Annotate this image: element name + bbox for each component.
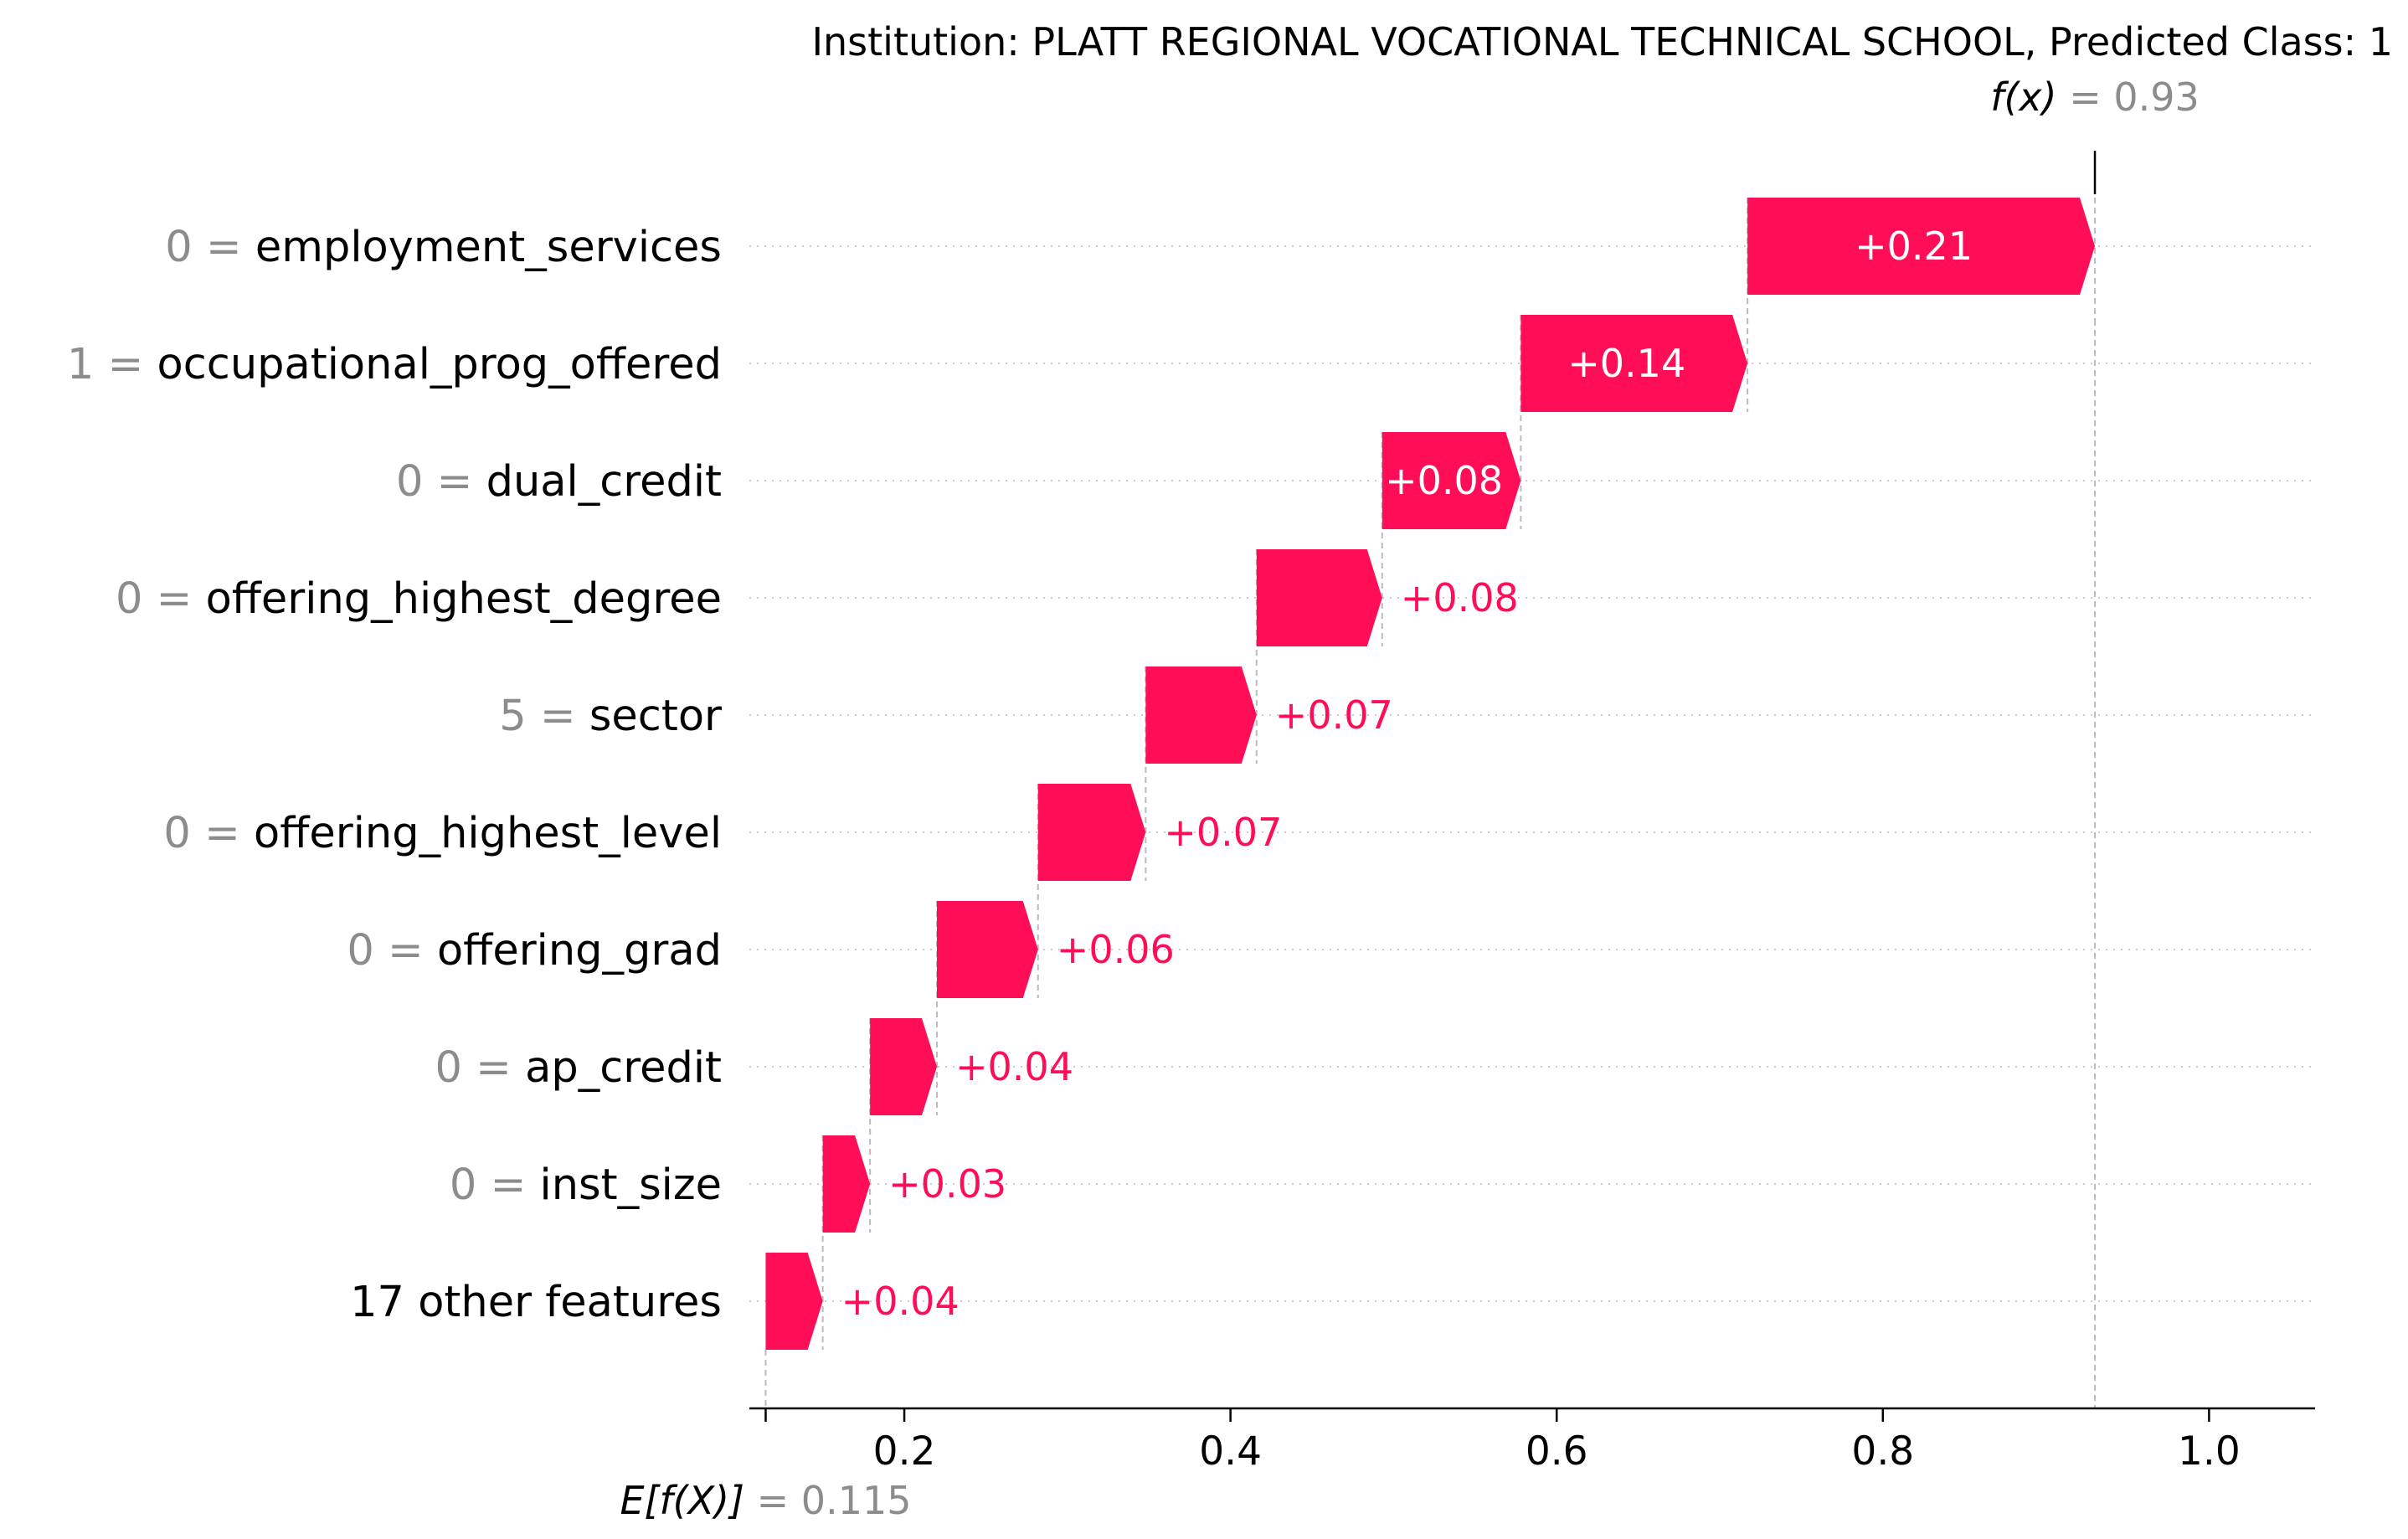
- x-axis: 0.2 0.4 0.6 0.8 1.0: [749, 1407, 2315, 1475]
- contribution-bar: [1037, 784, 1146, 881]
- contribution-bar: [765, 1253, 823, 1350]
- feature-value: 0 =: [450, 1161, 526, 1210]
- feature-label: 17 other features: [350, 1278, 722, 1327]
- feature-label: 0 = ap_credit: [435, 1043, 722, 1093]
- feature-label: 0 = offering_grad: [347, 926, 722, 975]
- bar-value-label: +0.14: [1567, 341, 1685, 386]
- feature-name: employment_services: [242, 223, 722, 272]
- x-tick-label: 1.0: [2178, 1428, 2241, 1475]
- feature-label: 0 = inst_size: [450, 1161, 722, 1210]
- contribution-bars: +0.21 +0.14 +0.08 +0.08 +0.07 +0.07 +0.06 +0.04…: [765, 198, 2096, 1350]
- contribution-bar: [870, 1018, 938, 1115]
- feature-name: offering_highest_degree: [192, 574, 722, 624]
- feature-label: 0 = offering_highest_degree: [116, 574, 722, 624]
- chart-title: Institution: PLATT REGIONAL VOCATIONAL T…: [811, 19, 2393, 64]
- feature-label: 5 = sector: [499, 692, 722, 741]
- contribution-bar: [822, 1135, 871, 1233]
- bar-value-label: +0.03: [888, 1161, 1006, 1207]
- feature-label: 0 = employment_services: [165, 223, 722, 272]
- contribution-bar: [1145, 667, 1257, 764]
- feature-value: 0 =: [435, 1043, 511, 1093]
- x-tick-label: 0.4: [1199, 1428, 1262, 1475]
- feature-value: 0 =: [347, 926, 423, 975]
- feature-name: dual_credit: [472, 457, 722, 507]
- bar-value-label: +0.07: [1275, 692, 1393, 738]
- bar-value-label: +0.08: [1385, 458, 1503, 503]
- feature-name: 17 other features: [350, 1278, 722, 1327]
- feature-value: 0 =: [165, 223, 241, 272]
- feature-name: offering_grad: [424, 926, 722, 975]
- connector-lines: [764, 151, 2097, 1408]
- feature-value: 0 =: [396, 457, 472, 507]
- contribution-bar: [1520, 315, 1748, 412]
- base-value-label: E[f(X)]: [620, 1478, 744, 1523]
- feature-name: ap_credit: [512, 1043, 722, 1093]
- feature-value: 1 =: [67, 340, 143, 389]
- feature-name: offering_highest_level: [240, 809, 722, 858]
- base-value-annotation: E[f(X)] = 0.115: [620, 1478, 911, 1523]
- output-value-label: f(x): [1990, 75, 2056, 120]
- bar-value-label: +0.21: [1855, 224, 1973, 269]
- feature-label: 0 = dual_credit: [396, 457, 722, 507]
- output-value-annotation: f(x) = 0.93: [1990, 75, 2200, 120]
- bar-value-label: +0.07: [1164, 810, 1282, 855]
- x-tick-label: 0.6: [1526, 1428, 1588, 1475]
- x-tick-label: 0.8: [1851, 1428, 1914, 1475]
- contribution-bar: [937, 901, 1038, 998]
- contribution-bar: [1256, 549, 1382, 646]
- feature-label: 1 = occupational_prog_offered: [67, 340, 722, 389]
- bar-value-label: +0.06: [1057, 927, 1175, 972]
- x-tick-label: 0.2: [873, 1428, 936, 1475]
- feature-value: 5 =: [499, 692, 575, 741]
- feature-labels: 0 = employment_services 1 = occupational_…: [67, 223, 722, 1327]
- feature-value: 0 =: [116, 574, 192, 624]
- bar-value-label: +0.08: [1401, 575, 1519, 620]
- feature-label: 0 = offering_highest_level: [163, 809, 722, 858]
- output-value-text: = 0.93: [2057, 75, 2200, 120]
- feature-value: 0 =: [163, 809, 239, 858]
- bar-value-label: +0.04: [841, 1279, 960, 1324]
- contribution-bar: [1382, 432, 1521, 529]
- feature-name: inst_size: [526, 1161, 722, 1210]
- contribution-bar: [1747, 198, 2096, 295]
- feature-name: sector: [576, 692, 722, 741]
- value-annotations: f(x) = 0.93 E[f(X)] = 0.115: [620, 75, 2199, 1523]
- base-value-text: = 0.115: [744, 1478, 911, 1523]
- bar-value-label: +0.04: [955, 1044, 1073, 1089]
- feature-name: occupational_prog_offered: [143, 340, 722, 389]
